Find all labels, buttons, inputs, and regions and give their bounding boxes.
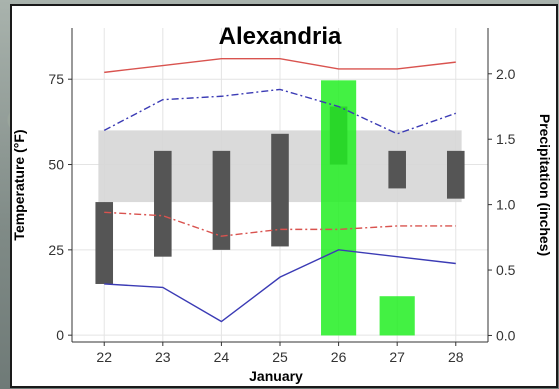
y2-axis-title: Precipitation (inches) xyxy=(537,114,553,256)
y2-tick-label: 1.5 xyxy=(496,131,516,147)
temperature-range-bars xyxy=(95,106,465,284)
y2-tick-label: 2.0 xyxy=(496,66,516,82)
y-axis-title: Temperature (°F) xyxy=(11,129,27,240)
temp-range-bar xyxy=(271,133,289,247)
series-line xyxy=(103,88,457,135)
temp-range-bar xyxy=(388,150,406,189)
x-tick-label: 25 xyxy=(272,349,288,365)
y-tick-label: 50 xyxy=(48,157,64,173)
temp-range-bar xyxy=(154,150,172,257)
x-tick-label: 23 xyxy=(155,349,171,365)
axes: 0 25 50 75 0.0 0.5 1.0 1.5 2.0 22 23 24 25 26 27 28 xyxy=(48,28,516,365)
y2-tick-label: 1.0 xyxy=(496,197,516,213)
x-tick-label: 27 xyxy=(389,349,405,365)
precipitation-bars xyxy=(321,80,415,336)
chart-title: Alexandria xyxy=(219,23,342,50)
temp-range-bar xyxy=(446,150,465,199)
y2-tick-label: 0.5 xyxy=(496,262,516,278)
y-tick-label: 75 xyxy=(48,71,64,87)
temperature-lines xyxy=(103,58,457,323)
x-tick-label: 24 xyxy=(214,349,230,365)
precip-bar xyxy=(321,80,357,336)
x-tick-label: 22 xyxy=(96,349,112,365)
y-tick-label: 0 xyxy=(56,327,64,343)
series-line xyxy=(104,249,456,323)
x-axis-title: January xyxy=(249,368,303,384)
temp-range-bar xyxy=(212,150,231,250)
y-tick-label: 25 xyxy=(48,242,64,258)
y2-tick-label: 0.0 xyxy=(496,327,516,343)
temp-range-bar xyxy=(95,202,114,284)
series-line xyxy=(104,58,456,74)
x-tick-label: 28 xyxy=(448,349,464,365)
x-tick-label: 26 xyxy=(331,349,347,365)
precip-bar xyxy=(379,296,415,336)
